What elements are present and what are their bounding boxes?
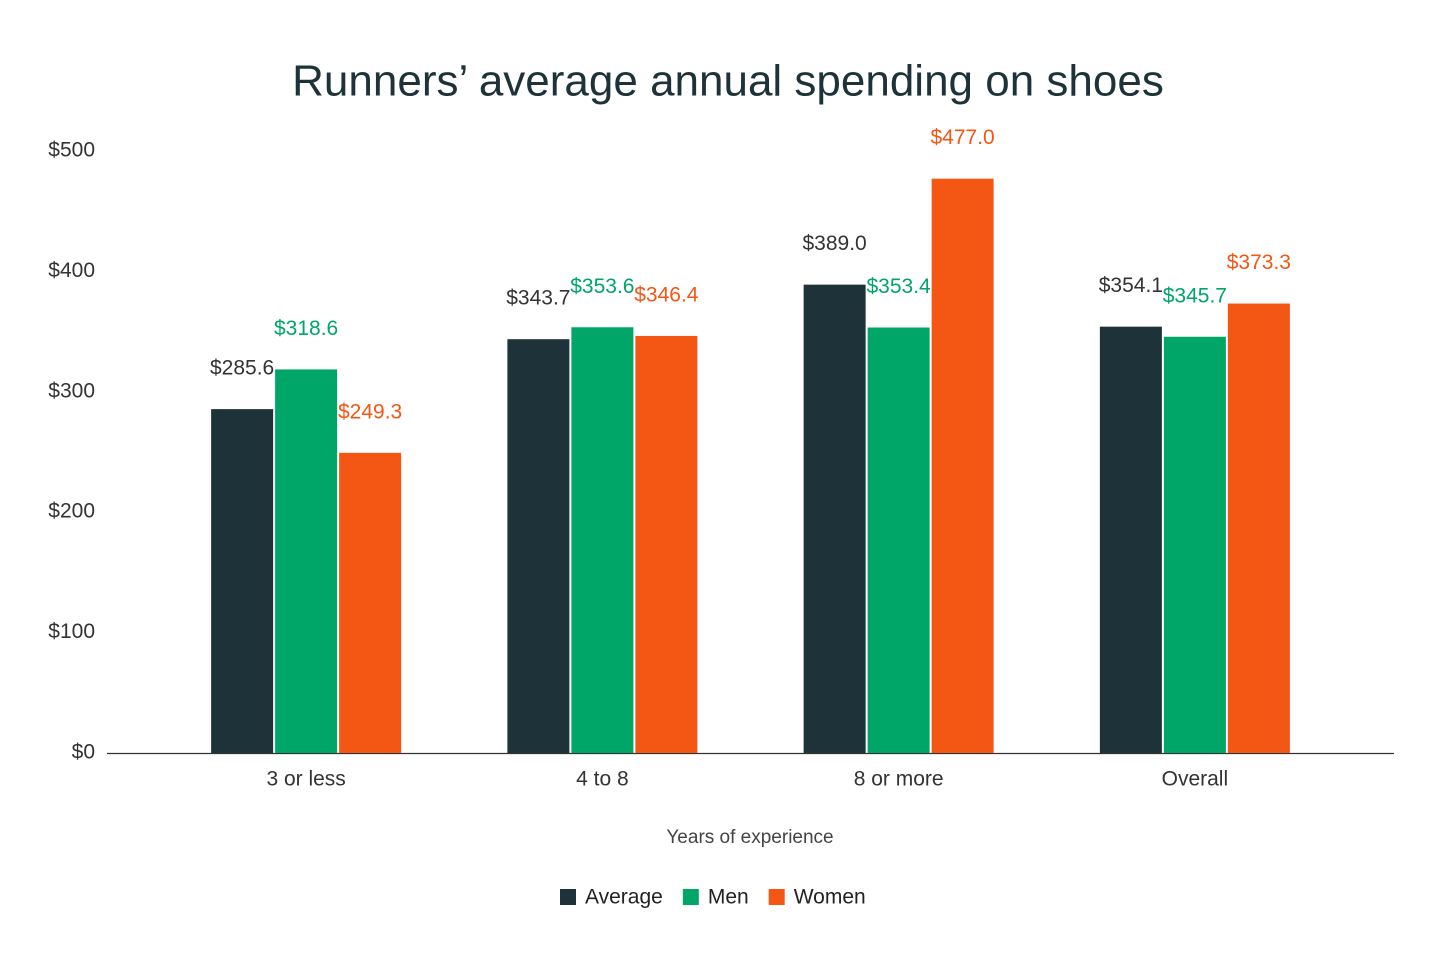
- x-tick-label: Overall: [1162, 768, 1229, 791]
- y-tick-label: $200: [48, 500, 95, 523]
- chart-title: Runners’ average annual spending on shoe…: [292, 57, 1164, 106]
- bar: [635, 335, 698, 753]
- x-tick-label: 3 or less: [266, 768, 345, 791]
- y-tick-label: $0: [72, 741, 95, 764]
- bar: [931, 178, 994, 753]
- y-tick-label: $400: [48, 259, 95, 282]
- legend-swatch: [560, 889, 576, 905]
- data-label: $373.3: [1227, 251, 1291, 274]
- bar: [1163, 336, 1226, 753]
- bar: [1099, 326, 1162, 753]
- legend-swatch: [682, 889, 699, 905]
- bar: [211, 409, 274, 753]
- legend-label: Men: [708, 886, 749, 909]
- y-tick-label: $100: [48, 620, 95, 643]
- data-label: $345.7: [1163, 284, 1227, 307]
- data-label: $353.4: [867, 275, 932, 298]
- data-label: $354.1: [1099, 274, 1163, 297]
- x-tick-label: 4 to 8: [576, 768, 629, 791]
- data-label: $318.6: [274, 317, 338, 340]
- data-label: $285.6: [210, 357, 274, 380]
- legend-swatch: [768, 889, 785, 905]
- bar: [571, 327, 634, 753]
- x-tick-label: 8 or more: [854, 768, 944, 791]
- data-label: $346.4: [634, 283, 699, 306]
- data-label: $343.7: [506, 287, 570, 310]
- bar: [1227, 303, 1290, 753]
- y-tick-label: $300: [48, 379, 95, 402]
- bar: [339, 452, 402, 753]
- data-label: $353.6: [570, 275, 634, 298]
- bar: [507, 339, 570, 753]
- y-tick-label: $500: [48, 139, 95, 162]
- data-label: $477.0: [931, 126, 995, 149]
- legend-label: Average: [585, 886, 663, 909]
- x-axis-title: Years of experience: [666, 827, 833, 848]
- data-label: $249.3: [338, 400, 402, 423]
- bar: [867, 327, 930, 753]
- data-label: $389.0: [803, 232, 867, 255]
- bar: [275, 369, 338, 753]
- bar: [803, 284, 866, 753]
- legend-label: Women: [794, 886, 866, 909]
